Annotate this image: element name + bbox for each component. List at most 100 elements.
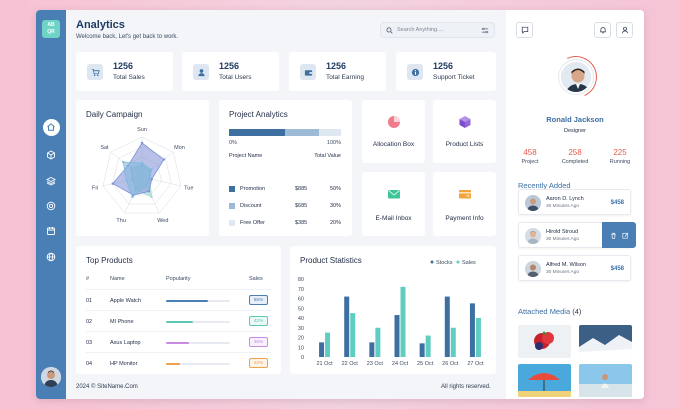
nav-cube[interactable]	[36, 146, 66, 164]
popularity-track	[166, 342, 230, 344]
filter-icon[interactable]	[481, 27, 489, 34]
popularity-fill	[166, 363, 181, 365]
x-tick-label: 25 Oct	[417, 361, 434, 367]
stat-label: Completed	[561, 159, 589, 165]
stat-card-total-users[interactable]: 1256 Total Users	[182, 52, 279, 91]
profile-name: Ronald Jackson	[546, 115, 604, 124]
nav-layers[interactable]	[36, 172, 66, 190]
user-avatar-icon	[525, 228, 541, 244]
sidebar-avatar[interactable]	[41, 367, 61, 387]
project-row[interactable]: Promotion $885 50%	[229, 185, 341, 195]
radar-grid-ring	[112, 146, 172, 205]
home-icon	[47, 123, 55, 131]
stat-label: Running	[609, 159, 631, 165]
product-row[interactable]: 03 Asus Laptop 36%	[86, 331, 271, 351]
card-icon	[458, 190, 471, 199]
y-tick-label: 60	[298, 297, 304, 303]
radar-axis-label: Sat	[100, 145, 109, 151]
bar-stocks	[469, 303, 475, 357]
radar-point	[140, 161, 144, 165]
recent-item[interactable]: Alfred M. Wilson 30 Minutes Ago $458	[518, 255, 631, 281]
media-thumbnail[interactable]	[579, 364, 632, 397]
product-row[interactable]: 02 MI Phone 42%	[86, 310, 271, 330]
project-percent: 30%	[329, 203, 341, 209]
column-header-value: Total Value	[314, 153, 341, 159]
bar-stocks	[319, 342, 325, 357]
trash-icon[interactable]	[610, 232, 617, 239]
radar-series-area	[122, 161, 152, 198]
y-tick-label: 80	[298, 277, 304, 283]
profile-stat-completed: 258 Completed	[555, 148, 595, 165]
search-bar	[380, 22, 495, 38]
radar-point	[150, 178, 153, 181]
stat-card-total-sales[interactable]: 1256 Total Sales	[76, 52, 173, 91]
info-icon	[411, 68, 419, 76]
account-button[interactable]	[616, 22, 633, 38]
media-thumbnail[interactable]	[518, 364, 571, 397]
product-number: 02	[86, 319, 93, 325]
project-name: Promotion	[240, 186, 266, 192]
profile-avatar[interactable]	[559, 60, 593, 94]
popularity-fill	[166, 342, 190, 344]
tile-payment-info[interactable]: Payment Info	[433, 172, 496, 236]
card-title: Top Products	[86, 256, 133, 265]
stat-value: 225	[613, 148, 627, 157]
person-amount: $458	[610, 200, 624, 206]
radar-chart: Sun Mon Tue Wed Thu Fri Sat	[92, 127, 193, 224]
x-tick-label: 27 Oct	[467, 361, 484, 367]
media-thumbnail[interactable]	[518, 325, 571, 358]
tile-label: Allocation Box	[372, 141, 415, 148]
stat-label: Support Ticket	[433, 74, 475, 81]
chat-icon	[521, 26, 528, 34]
stat-card-total-earning[interactable]: 1256 Total Earning	[289, 52, 386, 91]
product-row[interactable]: 04 HP Monitor 22%	[86, 352, 271, 372]
chat-button[interactable]	[516, 22, 533, 38]
legend-swatch	[229, 186, 235, 192]
search-input[interactable]	[397, 27, 477, 33]
tile-email-inbox[interactable]: E-Mail Inbox	[362, 172, 425, 236]
product-row[interactable]: 01 Apple Watch 65%	[86, 289, 271, 309]
x-tick-label: 24 Oct	[392, 361, 409, 367]
popularity-track	[166, 321, 230, 323]
project-row[interactable]: Discount $685 30%	[229, 202, 341, 212]
card-title: Product Statistics	[300, 256, 362, 265]
bar-sales	[375, 327, 381, 357]
radar-point	[162, 158, 166, 161]
radar-point	[148, 177, 151, 180]
popularity-track	[166, 300, 230, 302]
footer-copyright: 2024 © SiteName.Com	[76, 384, 138, 390]
popularity-track	[166, 363, 230, 365]
search-icon	[386, 26, 393, 34]
product-number: 04	[86, 361, 93, 367]
media-thumbnail[interactable]	[579, 325, 632, 358]
daily-campaign-card: Daily Campaign Sun Mon Tue Wed Thu Fri Sat	[76, 100, 209, 236]
profile-stat-running: 225 Running	[600, 148, 640, 165]
y-tick-label: 50	[298, 306, 304, 312]
bell-icon	[599, 27, 606, 34]
column-header-sales: Sales	[249, 276, 263, 282]
bar-stocks	[369, 342, 375, 357]
nav-calendar[interactable]	[36, 222, 66, 240]
tile-product-lists[interactable]: Product Lists	[433, 100, 496, 163]
share-segment-discount	[285, 129, 319, 136]
nav-home[interactable]	[36, 118, 66, 136]
x-tick-label: 26 Oct	[442, 361, 459, 367]
radar-axis-label: Thu	[116, 218, 125, 224]
app-logo[interactable]: AB QR	[42, 20, 60, 38]
recent-item[interactable]: Hirold Stroud 30 Minutes Ago	[518, 222, 636, 248]
y-tick-label: 70	[298, 287, 304, 293]
project-name: Discount	[240, 203, 262, 209]
recent-item[interactable]: Aaron D. Lynch 30 Minutes Ago $458	[518, 189, 631, 215]
nav-support[interactable]	[36, 197, 66, 215]
project-row[interactable]: Free Offer $385 20%	[229, 219, 341, 229]
tile-allocation-box[interactable]: Allocation Box	[362, 100, 425, 163]
stat-value: 458	[523, 148, 537, 157]
stat-card-support-ticket[interactable]: 1256 Support Ticket	[396, 52, 496, 91]
radar-point	[125, 179, 128, 182]
profile-panel: Ronald Jackson Designer 458 Project 258 …	[506, 10, 644, 399]
product-name: MI Phone	[110, 319, 134, 325]
axis-min-label: 0%	[229, 140, 237, 146]
edit-icon[interactable]	[622, 232, 629, 239]
nav-globe[interactable]	[36, 248, 66, 266]
notifications-button[interactable]	[594, 22, 611, 38]
